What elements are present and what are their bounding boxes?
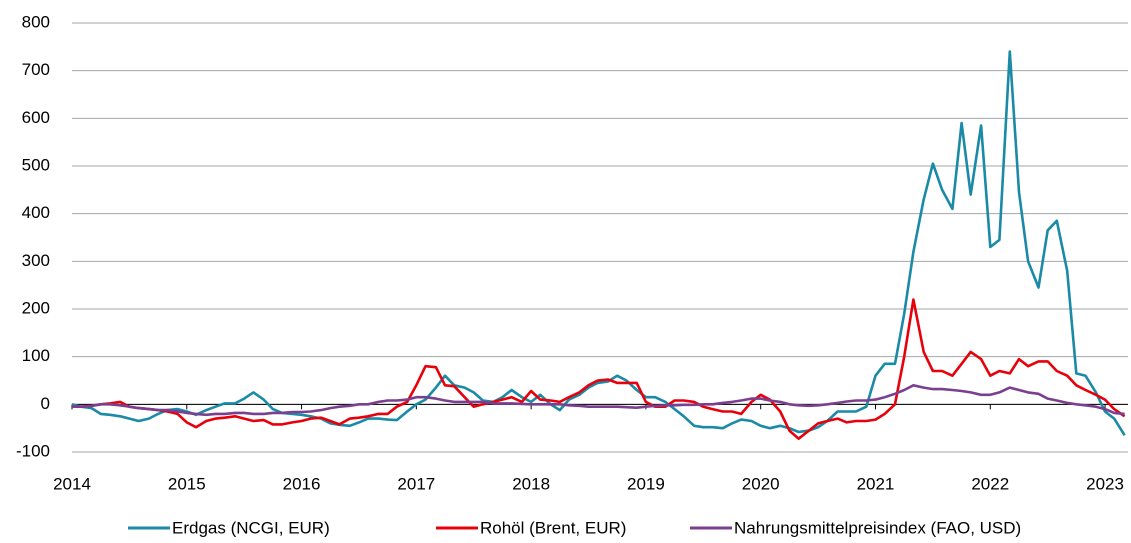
y-tick-label: 600 [22, 108, 50, 127]
x-tick-label: 2014 [53, 474, 91, 493]
y-tick-label: 100 [22, 346, 50, 365]
x-tick-label: 2021 [857, 474, 895, 493]
x-tick-label: 2023 [1086, 474, 1124, 493]
legend-label: Nahrungsmittelpreisindex (FAO, USD) [734, 518, 1021, 537]
y-tick-label: -100 [16, 441, 50, 460]
line-series [72, 298, 1126, 440]
line-series [72, 384, 1125, 417]
x-tick-label: 2022 [971, 474, 1009, 493]
y-tick-label: 500 [22, 155, 50, 174]
x-tick-label: 2015 [168, 474, 206, 493]
legend-label: Erdgas (NCGI, EUR) [172, 518, 330, 537]
x-tick-label: 2016 [283, 474, 321, 493]
legend-label: Rohöl (Brent, EUR) [480, 518, 626, 537]
x-tick-label: 2018 [512, 474, 550, 493]
y-tick-label: 200 [22, 298, 50, 317]
y-tick-label: 800 [22, 12, 50, 31]
y-tick-label: 0 [41, 394, 50, 413]
y-tick-label: 400 [22, 203, 50, 222]
x-tick-label: 2017 [397, 474, 435, 493]
x-tick-label: 2019 [627, 474, 665, 493]
y-tick-label: 700 [22, 60, 50, 79]
line-series [71, 50, 1126, 436]
y-tick-label: 300 [22, 251, 50, 270]
x-tick-label: 2020 [742, 474, 780, 493]
